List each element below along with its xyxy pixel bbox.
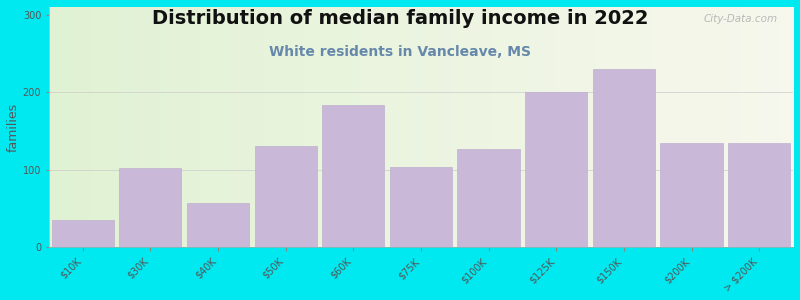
Bar xyxy=(661,142,722,247)
Bar xyxy=(51,220,114,247)
Bar xyxy=(593,69,655,247)
Bar xyxy=(458,149,520,247)
Text: White residents in Vancleave, MS: White residents in Vancleave, MS xyxy=(269,45,531,59)
Bar xyxy=(119,168,182,247)
Bar xyxy=(254,146,317,247)
Bar xyxy=(322,105,385,247)
Text: City-Data.com: City-Data.com xyxy=(704,14,778,24)
Bar xyxy=(728,142,790,247)
Bar xyxy=(187,203,249,247)
Text: Distribution of median family income in 2022: Distribution of median family income in … xyxy=(152,9,648,28)
Bar xyxy=(525,92,587,247)
Bar xyxy=(390,167,452,247)
Y-axis label: families: families xyxy=(7,103,20,152)
